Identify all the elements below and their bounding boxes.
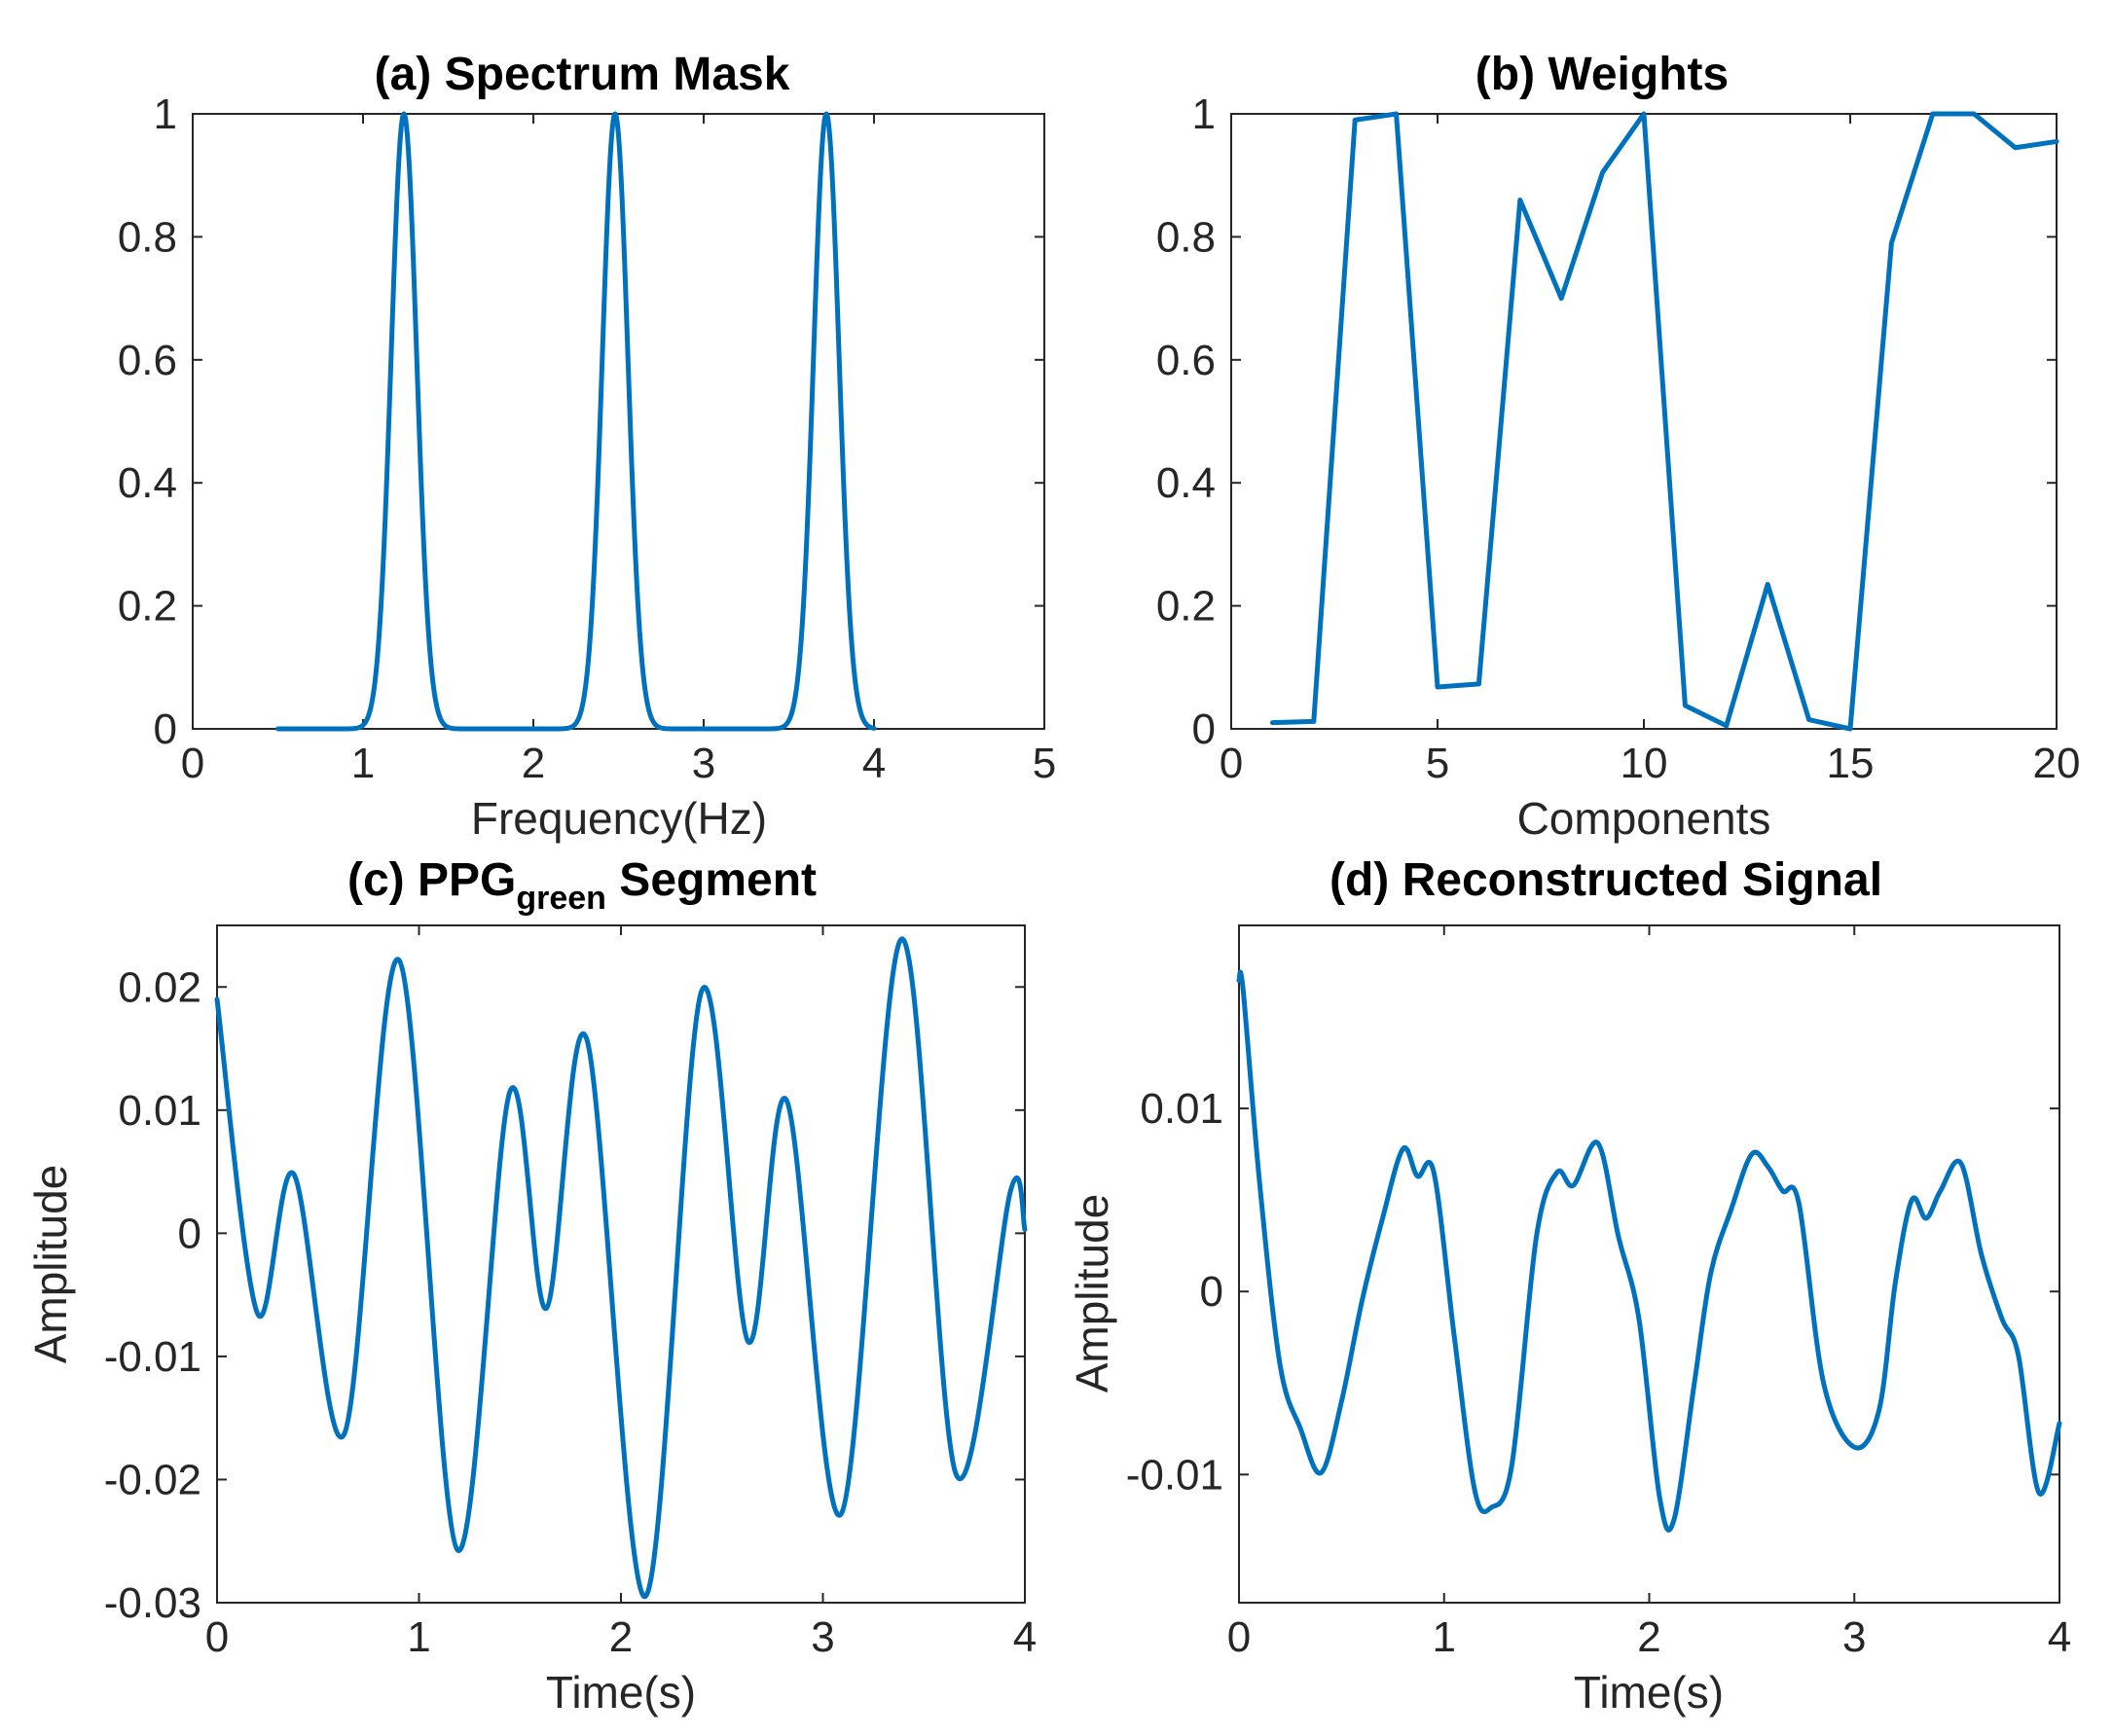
panel-a-ytick-label: 0.8 bbox=[118, 213, 177, 261]
panel-a-ytick-label: 0.4 bbox=[118, 459, 177, 507]
panel-c-ytick-label: -0.02 bbox=[104, 1456, 201, 1503]
panel-a-xtick-label: 4 bbox=[862, 740, 886, 787]
panel-a-series-line bbox=[275, 111, 877, 732]
panel-c-ytick-label: -0.03 bbox=[104, 1579, 201, 1627]
panel-c-series-line bbox=[214, 936, 1028, 1600]
panel-b-ytick-label: 0.8 bbox=[1156, 213, 1216, 261]
panel-c-ytick-label: -0.01 bbox=[104, 1333, 201, 1381]
panel-b-ytick-label: 0.2 bbox=[1156, 583, 1216, 631]
panel-c-title: (c) PPGgreen Segment bbox=[347, 854, 817, 917]
panel-d-series-line bbox=[1236, 969, 2062, 1533]
panel-b-title: (b) Weights bbox=[1475, 49, 1729, 100]
panel-a-ticks: 0 1 2 3 4 5 0 0.2 0.4 0.6 0.8 1 bbox=[118, 90, 1056, 787]
panel-a-ytick-label: 0 bbox=[154, 705, 177, 753]
panel-a-xtick-label: 1 bbox=[351, 740, 375, 787]
panel-a-ytick-label: 0.2 bbox=[118, 583, 177, 631]
panel-a-ytick-label: 0.6 bbox=[118, 337, 177, 384]
panel-b-xtick-label: 15 bbox=[1827, 740, 1875, 787]
panel-c-axes bbox=[216, 924, 1026, 1604]
panel-a-ytick-label: 1 bbox=[154, 90, 177, 138]
panel-a-title: (a) Spectrum Mask bbox=[375, 49, 790, 100]
panel-a-xlabel: Frequency(Hz) bbox=[471, 793, 767, 844]
panel-a-spectrum-mask: (a) Spectrum Mask 0 1 2 3 4 5 0 0.2 0.4 0.6 0.8 1 F… bbox=[118, 49, 1056, 844]
panel-c-ticks: 0 1 2 3 4 -0.03 -0.02 -0.01 0 0.01 0.02 bbox=[104, 925, 1037, 1661]
panel-b-ytick-label: 0.4 bbox=[1156, 459, 1216, 507]
panel-c-ylabel: Amplitude bbox=[25, 1165, 76, 1364]
panel-c-xtick-label: 1 bbox=[407, 1613, 430, 1661]
panel-d-xtick-label: 0 bbox=[1227, 1613, 1251, 1661]
panel-c-ytick-label: 0 bbox=[178, 1210, 201, 1257]
panel-b-weights: (b) Weights 0 5 10 15 20 0 0.2 0.4 0.6 0.8 1 Compo… bbox=[1156, 49, 2081, 844]
panel-b-ytick-label: 0.6 bbox=[1156, 337, 1216, 384]
panel-a-xtick-label: 3 bbox=[692, 740, 715, 787]
panel-c-ytick-label: 0.02 bbox=[118, 963, 201, 1011]
panel-b-xtick-label: 5 bbox=[1426, 740, 1449, 787]
panel-d-xtick-label: 3 bbox=[1842, 1613, 1866, 1661]
panel-b-series-line bbox=[1269, 111, 2059, 732]
panel-b-xlabel: Components bbox=[1517, 793, 1771, 844]
panel-d-ylabel: Amplitude bbox=[1067, 1194, 1117, 1393]
panel-b-axes bbox=[1230, 113, 2058, 730]
panel-c-xtick-label: 4 bbox=[1013, 1613, 1037, 1661]
panel-b-ytick-label: 1 bbox=[1192, 90, 1216, 138]
panel-a-axes bbox=[192, 113, 1045, 730]
panel-b-ytick-label: 0 bbox=[1192, 705, 1216, 753]
panel-c-ytick-label: 0.01 bbox=[118, 1087, 201, 1135]
panel-d-ticks: 0 1 2 3 4 -0.01 0 0.01 bbox=[1126, 925, 2071, 1661]
panel-d-title: (d) Reconstructed Signal bbox=[1330, 854, 1882, 906]
panel-a-xtick-label: 5 bbox=[1033, 740, 1056, 787]
panel-b-xtick-label: 10 bbox=[1621, 740, 1668, 787]
panel-c-xlabel: Time(s) bbox=[546, 1667, 696, 1718]
panel-a-xtick-label: 0 bbox=[181, 740, 204, 787]
panel-c-ppg-green-segment: (c) PPGgreen Segment 0 1 2 3 4 -0.03 -0.02 -0.0… bbox=[25, 854, 1037, 1718]
panel-b-xtick-label: 20 bbox=[2033, 740, 2081, 787]
panel-d-reconstructed-signal: (d) Reconstructed Signal 0 1 2 3 4 -0.01 0 0.01… bbox=[1067, 854, 2071, 1718]
panel-d-ytick-label: 0.01 bbox=[1140, 1085, 1223, 1133]
panel-d-ytick-label: -0.01 bbox=[1126, 1451, 1223, 1499]
panel-b-xtick-label: 0 bbox=[1220, 740, 1243, 787]
panel-d-ytick-label: 0 bbox=[1200, 1268, 1223, 1316]
panel-c-xtick-label: 3 bbox=[811, 1613, 834, 1661]
panel-c-xtick-label: 0 bbox=[205, 1613, 229, 1661]
panel-c-xtick-label: 2 bbox=[609, 1613, 633, 1661]
panel-b-ticks: 0 5 10 15 20 0 0.2 0.4 0.6 0.8 1 bbox=[1156, 90, 2081, 787]
panel-d-xlabel: Time(s) bbox=[1574, 1667, 1724, 1718]
panel-d-xtick-label: 1 bbox=[1433, 1613, 1456, 1661]
panel-d-axes bbox=[1238, 924, 2060, 1604]
panel-d-xtick-label: 4 bbox=[2048, 1613, 2071, 1661]
panel-a-xtick-label: 2 bbox=[522, 740, 545, 787]
panel-d-xtick-label: 2 bbox=[1637, 1613, 1660, 1661]
